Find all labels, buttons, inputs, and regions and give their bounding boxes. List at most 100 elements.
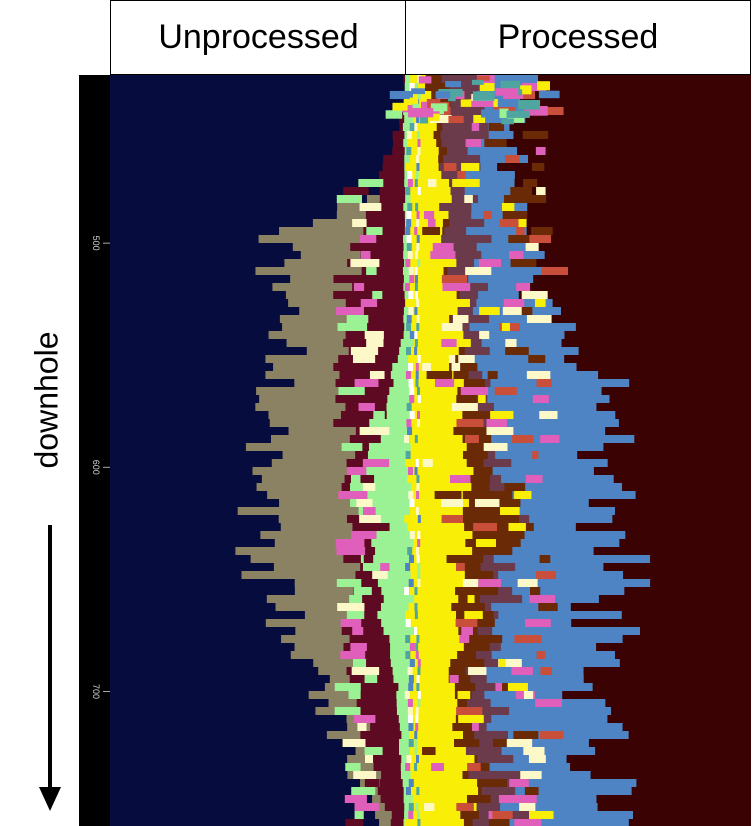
processed-bar [410,707,462,715]
processed-accent [485,779,507,787]
processed-accent [536,619,551,627]
center-stripe [407,475,413,483]
unprocessed-bar [403,251,410,259]
unprocessed-accent [366,267,377,275]
processed-bar [410,283,455,291]
center-stripe [417,571,421,579]
unprocessed-accent [353,283,365,291]
top-cluster-block [435,91,451,99]
unprocessed-bar [381,587,410,595]
center-stripe [407,795,413,803]
processed-accent [523,747,545,755]
processed-accent [474,467,493,475]
unprocessed-bar [401,755,410,763]
unprocessed-bar [279,315,410,323]
center-stripe [408,723,414,731]
center-stripe [407,523,413,531]
unprocessed-bar [370,723,410,731]
processed-accent [479,331,490,339]
top-cluster-block [495,88,519,96]
processed-bar [410,395,610,403]
unprocessed-accent [369,371,385,379]
center-stripe [414,339,418,347]
center-stripe [414,307,418,315]
processed-bar [410,667,584,675]
unprocessed-accent [344,795,367,803]
processed-accent [471,723,479,731]
unprocessed-bar [404,803,410,811]
unprocessed-bar [350,691,410,699]
unprocessed-bar [363,227,410,235]
processed-bar [410,131,434,139]
unprocessed-bar [350,499,410,507]
unprocessed-accent [372,291,383,299]
center-stripe [417,595,421,603]
center-stripe [414,331,418,339]
processed-accent [521,291,548,299]
center-stripe [415,459,419,467]
center-stripe [416,675,420,683]
processed-accent [468,667,487,675]
processed-bar [410,355,565,363]
unprocessed-bar [365,739,410,747]
center-stripe [414,283,418,291]
unprocessed-bar [383,179,410,187]
processed-bar [410,155,439,163]
processed-bar [410,235,442,243]
unprocessed-bar [382,395,410,403]
processed-accent [460,387,489,395]
unprocessed-bar [250,555,410,563]
unprocessed-bar [383,627,410,635]
processed-accent [519,523,534,531]
top-cluster-block [448,115,464,124]
center-stripe [405,619,411,627]
processed-bar [410,595,459,603]
processed-bar [410,459,467,467]
unprocessed-bar [235,547,410,555]
unprocessed-accent [358,403,375,411]
processed-bar [410,643,597,651]
unprocessed-bar [280,523,410,531]
center-stripe [414,275,418,283]
unprocessed-bar [245,443,410,451]
unprocessed-bar [369,755,410,763]
unprocessed-accent [359,203,382,211]
processed-bar [410,811,461,819]
unprocessed-bar [241,571,410,579]
center-stripe [405,299,411,307]
processed-accent [524,619,547,627]
unprocessed-accent [359,515,381,523]
processed-accent [498,659,506,667]
processed-bar [410,659,451,667]
unprocessed-accent [362,459,390,467]
unprocessed-bar [380,435,410,443]
center-stripe [405,75,411,83]
unprocessed-accent [364,747,383,755]
center-stripe [408,603,414,611]
unprocessed-accent [338,387,365,395]
center-stripe [407,363,413,371]
center-stripe [408,683,414,691]
processed-accent [520,771,542,779]
processed-bar [410,243,448,251]
unprocessed-accent [333,275,363,283]
center-stripe [416,219,420,227]
center-stripe [417,139,421,147]
unprocessed-bar [371,427,410,435]
unprocessed-bar [368,443,410,451]
top-cluster-block [438,88,463,97]
unprocessed-bar [404,115,410,123]
processed-accent [448,355,456,363]
processed-bar [410,251,444,259]
unprocessed-accent [359,427,390,435]
processed-accent [501,323,511,331]
processed-bar [410,787,479,795]
unprocessed-bar [341,627,410,635]
processed-accent [513,731,539,739]
processed-bar [410,779,478,787]
processed-bar [410,571,624,579]
processed-bar [410,195,452,203]
processed-accent [499,219,519,227]
unprocessed-bar [389,387,410,395]
unprocessed-bar [399,739,410,747]
